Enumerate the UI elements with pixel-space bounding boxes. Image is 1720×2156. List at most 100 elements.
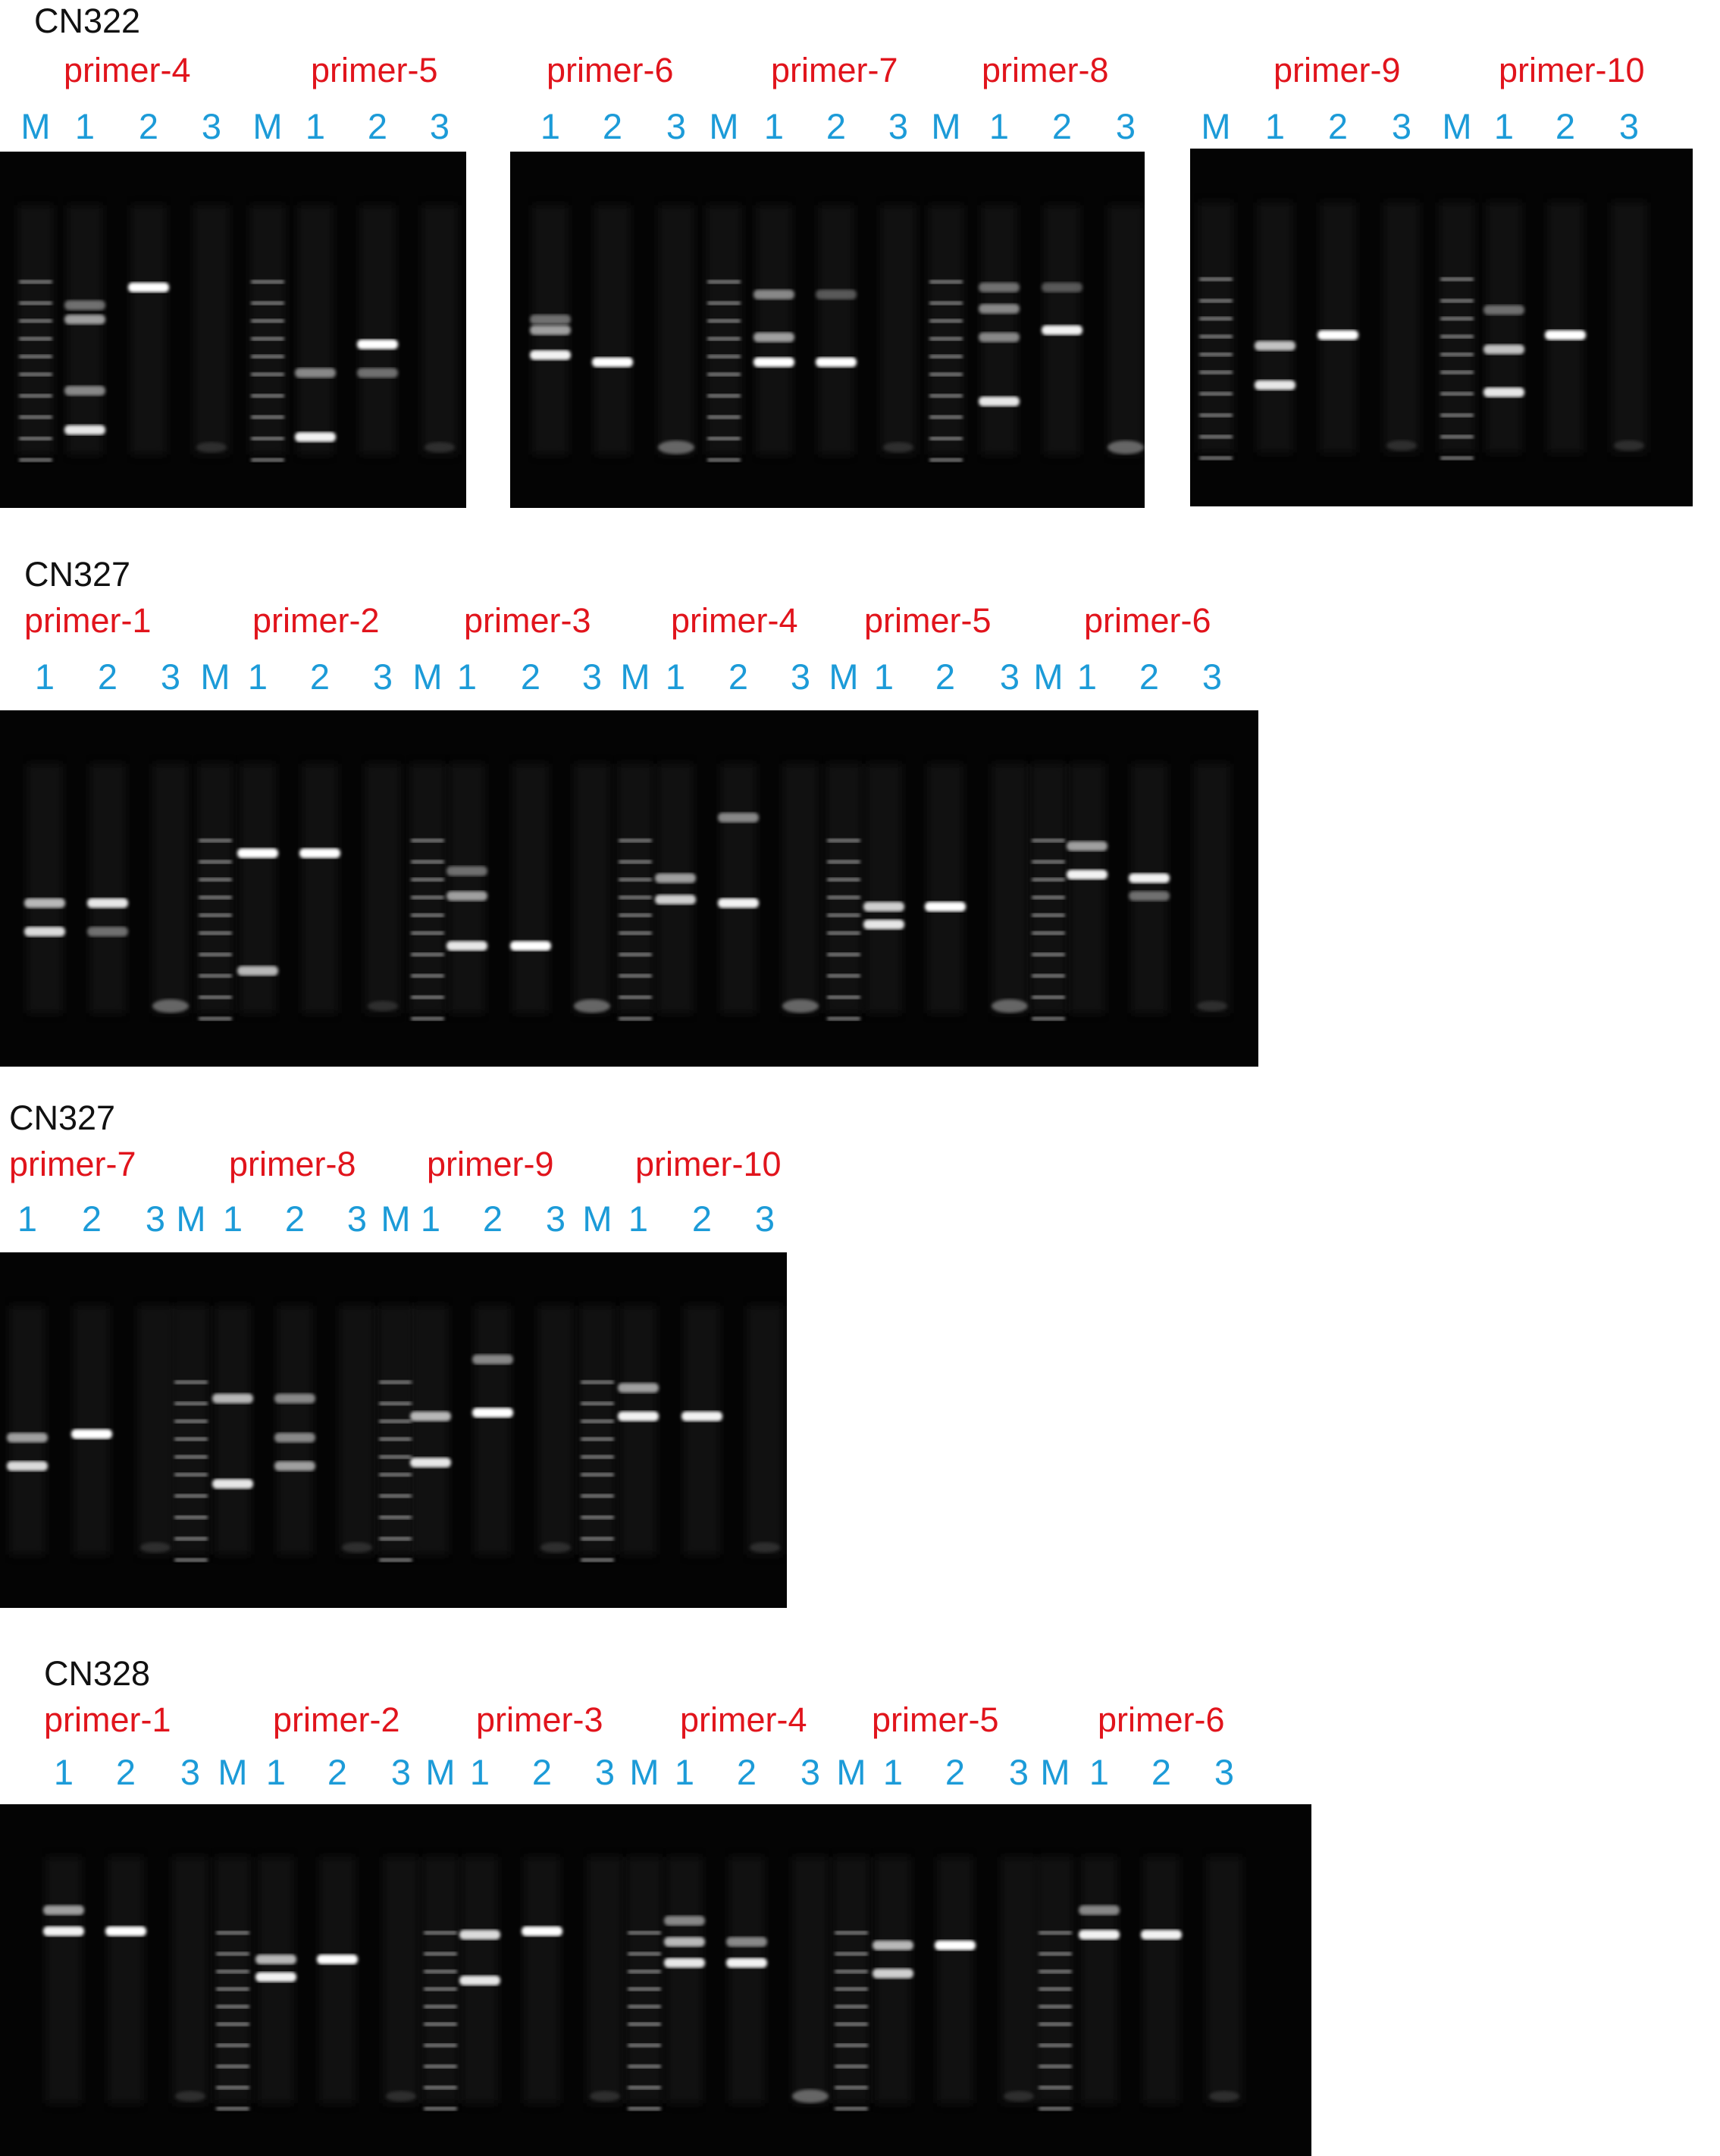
ladder-band <box>707 415 741 419</box>
dna-band <box>1483 305 1524 315</box>
ladder-band <box>835 1951 868 1956</box>
lane-smear <box>339 1305 375 1555</box>
dna-band <box>1079 1929 1120 1940</box>
ladder-band <box>1032 913 1065 917</box>
lane-smear <box>1383 202 1420 453</box>
lane-smear <box>302 763 338 1014</box>
ladder-band <box>199 877 232 882</box>
ladder-band <box>379 1401 412 1405</box>
lane-smear <box>1001 1857 1037 2104</box>
dna-band <box>753 332 794 343</box>
ladder-band <box>835 2004 868 2009</box>
ladder-band <box>174 1419 208 1424</box>
ladder-band <box>424 1931 457 1935</box>
ladder-band <box>411 995 444 999</box>
lane-label: M <box>20 106 51 146</box>
dna-band <box>664 1957 705 1968</box>
dna-band <box>863 901 904 912</box>
lane-smear <box>1069 763 1105 1014</box>
lane-label: 3 <box>545 1199 566 1239</box>
lane-smear <box>297 205 334 455</box>
ladder-band <box>379 1537 412 1541</box>
dna-band <box>212 1478 253 1489</box>
ladder-band <box>1440 370 1474 374</box>
lane-smear <box>782 763 819 1014</box>
ladder-band <box>628 1931 661 1935</box>
ladder-band <box>1199 334 1233 339</box>
dna-band <box>1067 870 1108 880</box>
lane-smear <box>9 1305 45 1555</box>
lane-label: 2 <box>736 1752 757 1792</box>
lane-smear <box>587 1857 623 2104</box>
dna-band <box>446 866 487 876</box>
primer-label: primer-6 <box>1084 601 1211 640</box>
ladder-band <box>1440 334 1474 339</box>
ladder-band <box>19 280 52 284</box>
faint-spot <box>1197 1001 1227 1012</box>
dna-band <box>655 873 696 883</box>
lane-smear <box>1081 1857 1117 2104</box>
primer-label: primer-1 <box>44 1700 171 1739</box>
dna-band <box>64 314 105 324</box>
dna-band <box>128 282 169 293</box>
lane-smear <box>89 763 126 1014</box>
faint-spot <box>342 1542 372 1553</box>
ladder-band <box>1032 1017 1065 1021</box>
ladder-band <box>174 1401 208 1405</box>
dna-band <box>718 813 759 823</box>
lane-smear <box>937 1857 973 2104</box>
lane-smear <box>383 1857 419 2104</box>
lane-label: 2 <box>115 1752 136 1792</box>
dna-band <box>255 1954 296 1965</box>
ladder-band <box>619 877 652 882</box>
primer-dimer <box>792 2089 829 2104</box>
ladder-band <box>929 280 963 284</box>
lane-label: 2 <box>1051 106 1073 146</box>
ladder-band <box>619 952 652 957</box>
lane-label: 1 <box>34 657 55 697</box>
lane-smear <box>215 1305 251 1555</box>
lane-label: 2 <box>284 1199 305 1239</box>
lane-smear <box>875 1857 911 2104</box>
ladder-band <box>174 1455 208 1459</box>
ladder-band <box>827 860 860 864</box>
ladder-band <box>379 1437 412 1441</box>
faint-spot <box>140 1542 171 1553</box>
dna-band <box>410 1457 451 1468</box>
lane-label: 3 <box>888 106 909 146</box>
ladder-band <box>174 1515 208 1520</box>
lane-smear <box>45 1857 82 2104</box>
dna-band <box>979 396 1020 406</box>
lane-label: 3 <box>346 1199 368 1239</box>
dna-band <box>1317 330 1358 340</box>
lane-label: M <box>176 1199 206 1239</box>
gel-image <box>0 710 1258 1067</box>
lane-smear <box>1108 205 1144 455</box>
ladder-band <box>411 913 444 917</box>
ladder-band <box>251 415 284 419</box>
ladder-band <box>581 1455 614 1459</box>
gel-bands <box>24 763 1230 1021</box>
ladder-band <box>707 337 741 341</box>
ladder-band <box>835 1987 868 1991</box>
lane-label: 3 <box>999 657 1020 697</box>
ladder-band <box>379 1419 412 1424</box>
dna-band <box>935 1940 976 1951</box>
dna-band <box>1042 282 1082 293</box>
ladder-band <box>174 1537 208 1541</box>
dna-band <box>274 1432 315 1443</box>
primer-label: primer-5 <box>872 1700 999 1739</box>
lane-smear <box>720 763 757 1014</box>
ladder-band <box>628 2064 661 2069</box>
lane-smear <box>826 763 862 1014</box>
lane-smear <box>449 763 485 1014</box>
dna-band <box>64 425 105 435</box>
ladder-band <box>216 2107 249 2111</box>
ladder-band <box>1440 434 1474 439</box>
lane-smear <box>359 205 396 455</box>
ladder-band <box>19 415 52 419</box>
lane-smear <box>27 763 63 1014</box>
dna-band <box>410 1411 451 1421</box>
lane-smear <box>197 763 233 1014</box>
ladder-band <box>1440 316 1474 321</box>
